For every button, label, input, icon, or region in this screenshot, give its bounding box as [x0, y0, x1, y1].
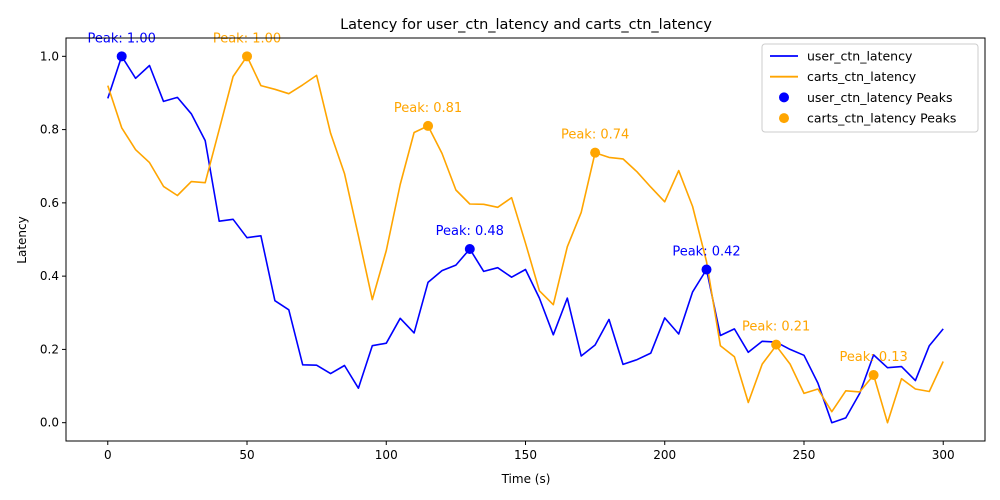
peak-marker	[242, 51, 253, 62]
y-axis: 0.0 0.2 0.4 0.6 0.8 1.0	[40, 49, 66, 430]
y-axis-label: Latency	[15, 216, 29, 263]
legend-marker-swatch	[779, 113, 789, 124]
chart-title: Latency for user_ctn_latency and carts_c…	[340, 17, 712, 33]
y-tick-label: 0.8	[40, 123, 59, 137]
plot-area: Peak: 1.00 Peak: 0.48 Peak: 0.42 Peak: 1.00…	[88, 31, 944, 424]
y-tick-label: 0.0	[40, 416, 59, 430]
peak-label: Peak: 1.00	[88, 31, 156, 46]
peak-marker	[116, 51, 127, 62]
legend-entry: user_ctn_latency	[807, 49, 913, 64]
x-tick-label: 100	[375, 448, 398, 462]
series-line-user_ctn_latency	[107, 55, 944, 424]
peak-label: Peak: 0.81	[394, 101, 462, 116]
y-tick-label: 0.4	[40, 269, 59, 283]
peak-marker	[701, 264, 712, 275]
x-tick-label: 200	[653, 448, 676, 462]
y-tick-label: 0.2	[40, 342, 59, 356]
x-axis: 0 50 100 150 200 250 300	[104, 441, 955, 462]
peak-marker	[771, 339, 782, 350]
y-tick-label: 0.6	[40, 196, 59, 210]
legend-entry: user_ctn_latency Peaks	[807, 90, 953, 105]
x-tick-label: 50	[239, 448, 254, 462]
legend-box	[761, 43, 979, 133]
peak-label: Peak: 0.74	[561, 128, 629, 143]
peak-label: Peak: 0.48	[436, 224, 504, 239]
x-tick-label: 300	[932, 448, 955, 462]
legend-entry: carts_ctn_latency	[807, 69, 917, 84]
peak-marker	[590, 147, 601, 158]
y-tick-label: 1.0	[40, 49, 59, 63]
peak-label: Peak: 0.42	[672, 245, 740, 260]
x-tick-label: 0	[104, 448, 112, 462]
peak-marker	[464, 244, 475, 255]
peak-marker	[868, 370, 879, 381]
x-tick-label: 150	[514, 448, 537, 462]
peak-label: Peak: 0.21	[742, 320, 810, 335]
legend-entry: carts_ctn_latency Peaks	[807, 111, 956, 126]
legend: user_ctn_latency carts_ctn_latency user_ct…	[761, 43, 979, 133]
x-axis-label: Time (s)	[501, 472, 551, 486]
legend-marker-swatch	[779, 92, 789, 103]
peak-label: Peak: 1.00	[213, 31, 281, 46]
peak-label: Peak: 0.13	[839, 350, 907, 365]
peak-marker	[423, 120, 434, 131]
x-tick-label: 250	[793, 448, 816, 462]
